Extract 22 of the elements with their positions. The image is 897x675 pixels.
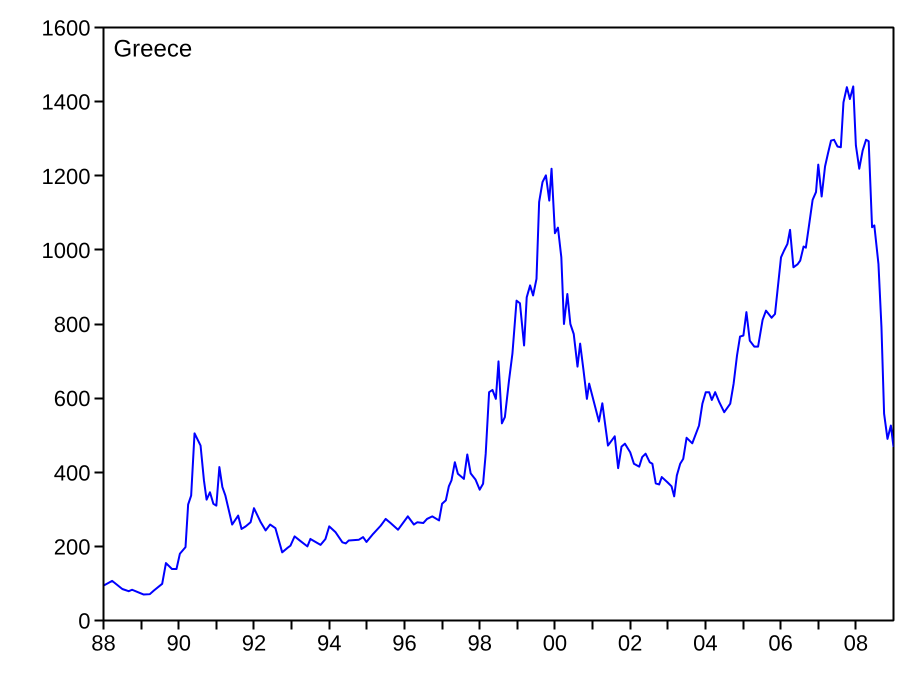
- chart-title: Greece: [114, 36, 192, 62]
- x-tick-label: 06: [768, 630, 793, 656]
- line-series: [104, 85, 894, 596]
- x-tick-label: 98: [467, 630, 492, 656]
- x-tick-label: 96: [392, 630, 417, 656]
- x-tick-label: 94: [316, 630, 342, 656]
- y-tick-label: 1400: [42, 90, 91, 115]
- x-tick-label: 04: [693, 630, 718, 656]
- y-tick-label: 0: [78, 608, 91, 634]
- x-tick-label: 02: [618, 630, 642, 656]
- y-tick-label: 1000: [42, 238, 91, 263]
- x-tick-label: 08: [844, 630, 868, 656]
- y-tick-label: 1600: [42, 16, 91, 40]
- x-tick-label: 92: [242, 630, 266, 656]
- y-tick-label: 600: [54, 386, 91, 412]
- x-tick-label: 88: [91, 630, 116, 656]
- x-tick-label: 00: [542, 630, 568, 656]
- y-tick-label: 1200: [42, 164, 91, 189]
- x-tick-label: 90: [166, 630, 191, 656]
- y-tick-label: 200: [54, 534, 91, 560]
- y-tick-label: 800: [54, 312, 91, 337]
- y-tick-label: 400: [54, 460, 91, 486]
